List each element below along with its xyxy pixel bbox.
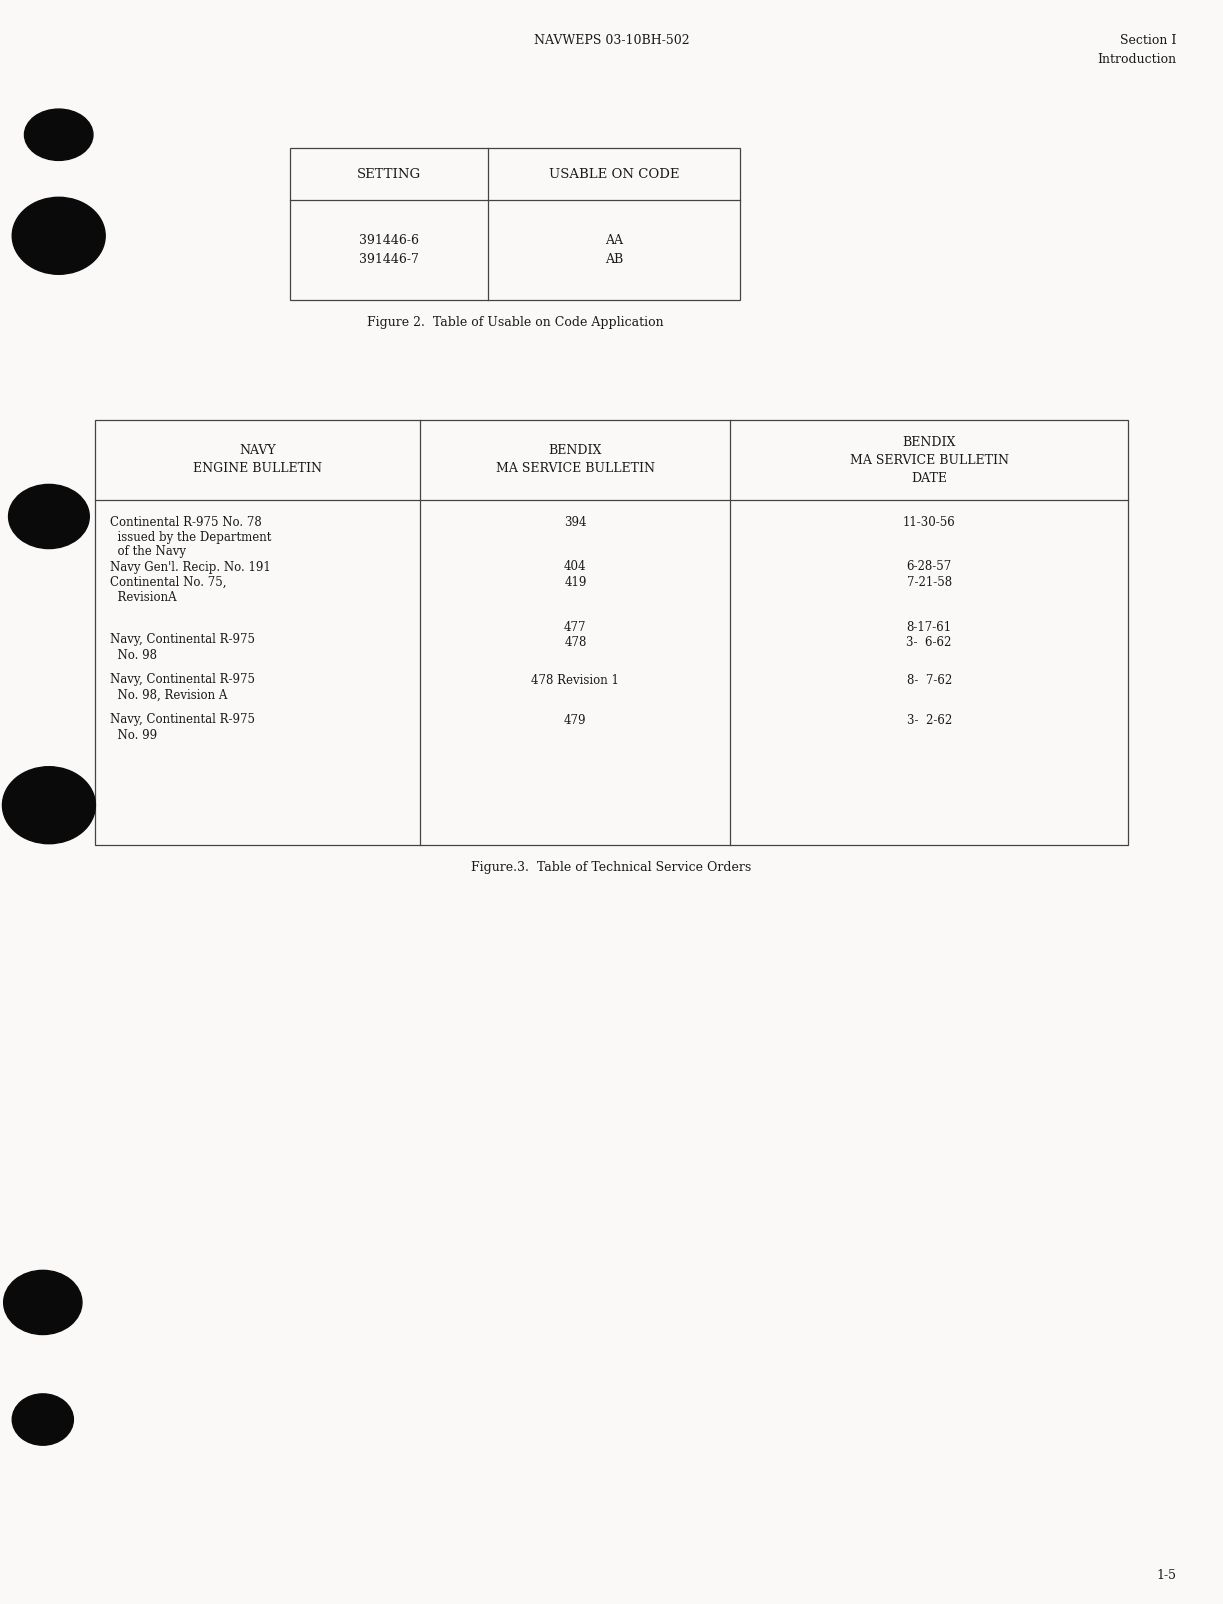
Text: 6-28-57: 6-28-57	[906, 560, 951, 574]
Text: BENDIX
MA SERVICE BULLETIN
DATE: BENDIX MA SERVICE BULLETIN DATE	[850, 436, 1009, 484]
Ellipse shape	[24, 109, 93, 160]
Text: 478 Revision 1: 478 Revision 1	[532, 674, 619, 687]
Text: Navy, Continental R-975: Navy, Continental R-975	[110, 714, 254, 727]
Text: 419: 419	[564, 576, 587, 589]
Text: SETTING: SETTING	[357, 167, 421, 181]
Text: Navy, Continental R-975: Navy, Continental R-975	[110, 674, 254, 687]
Text: Figure.3.  Table of Technical Service Orders: Figure.3. Table of Technical Service Ord…	[471, 861, 752, 874]
Text: 7-21-58: 7-21-58	[906, 576, 951, 589]
Ellipse shape	[4, 1270, 82, 1335]
Text: 3-  2-62: 3- 2-62	[906, 714, 951, 727]
Text: 477: 477	[564, 621, 587, 635]
Text: RevisionA: RevisionA	[110, 590, 176, 603]
Ellipse shape	[9, 484, 89, 549]
Text: AA
AB: AA AB	[605, 234, 624, 266]
Text: 3-  6-62: 3- 6-62	[906, 637, 951, 650]
Text: Navy, Continental R-975: Navy, Continental R-975	[110, 634, 254, 646]
Text: Figure 2.  Table of Usable on Code Application: Figure 2. Table of Usable on Code Applic…	[367, 316, 663, 329]
Text: 479: 479	[564, 714, 587, 727]
Text: Navy Gen'l. Recip. No. 191: Navy Gen'l. Recip. No. 191	[110, 560, 270, 574]
Text: Continental No. 75,: Continental No. 75,	[110, 576, 226, 589]
Text: No. 99: No. 99	[110, 728, 157, 741]
Text: Continental R-975 No. 78: Continental R-975 No. 78	[110, 515, 262, 528]
Text: Introduction: Introduction	[1097, 53, 1177, 66]
Text: BENDIX
MA SERVICE BULLETIN: BENDIX MA SERVICE BULLETIN	[495, 444, 654, 475]
Text: 11-30-56: 11-30-56	[903, 515, 955, 528]
Text: 478: 478	[564, 637, 587, 650]
Bar	[95, 420, 1128, 845]
Ellipse shape	[12, 1394, 73, 1445]
Ellipse shape	[2, 767, 95, 844]
Text: No. 98, Revision A: No. 98, Revision A	[110, 688, 227, 701]
Text: No. 98: No. 98	[110, 648, 157, 661]
Text: 8-  7-62: 8- 7-62	[906, 674, 951, 687]
Text: 1-5: 1-5	[1157, 1569, 1177, 1582]
Text: USABLE ON CODE: USABLE ON CODE	[549, 167, 679, 181]
Text: 8-17-61: 8-17-61	[906, 621, 951, 635]
Text: of the Navy: of the Navy	[110, 545, 186, 558]
Text: 394: 394	[564, 515, 587, 528]
Ellipse shape	[12, 197, 105, 274]
Text: NAVY
ENGINE BULLETIN: NAVY ENGINE BULLETIN	[193, 444, 322, 475]
Text: 404: 404	[564, 560, 587, 574]
Text: 391446-6
391446-7: 391446-6 391446-7	[360, 234, 419, 266]
Bar	[290, 148, 740, 300]
Text: NAVWEPS 03-10BH-502: NAVWEPS 03-10BH-502	[533, 34, 690, 47]
Text: issued by the Department: issued by the Department	[110, 531, 272, 544]
Text: Section I: Section I	[1120, 34, 1177, 47]
